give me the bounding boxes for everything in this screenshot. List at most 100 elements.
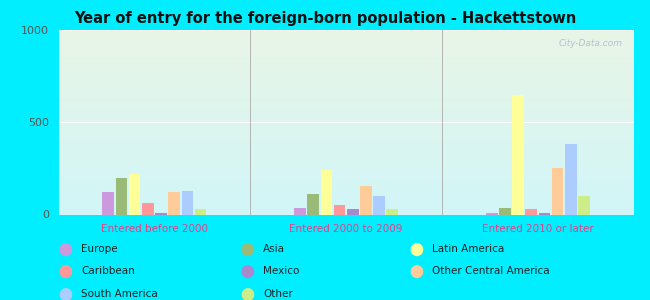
Bar: [58, 39, 634, 41]
Bar: [58, 190, 634, 192]
Bar: [58, 126, 634, 128]
Bar: [58, 70, 634, 72]
Bar: [539, 213, 551, 214]
Bar: [58, 161, 634, 163]
Bar: [58, 104, 634, 106]
Bar: [387, 209, 398, 214]
Bar: [58, 45, 634, 46]
Bar: [58, 78, 634, 80]
Bar: [58, 102, 634, 104]
Bar: [58, 141, 634, 142]
Bar: [58, 194, 634, 196]
Text: ⬤: ⬤: [58, 265, 72, 278]
Bar: [58, 159, 634, 161]
Bar: [129, 174, 140, 214]
Bar: [58, 181, 634, 183]
Bar: [373, 196, 385, 214]
Bar: [58, 209, 634, 211]
Text: Other: Other: [263, 289, 293, 299]
Bar: [58, 189, 634, 190]
Bar: [58, 122, 634, 124]
Bar: [58, 83, 634, 85]
Bar: [58, 93, 634, 94]
Bar: [142, 203, 153, 214]
Bar: [58, 135, 634, 137]
Bar: [58, 202, 634, 203]
Bar: [116, 178, 127, 214]
Bar: [58, 69, 634, 70]
Bar: [58, 207, 634, 209]
Bar: [58, 89, 634, 91]
Bar: [58, 118, 634, 120]
Bar: [58, 165, 634, 167]
Bar: [58, 96, 634, 98]
Bar: [58, 67, 634, 69]
Bar: [195, 209, 206, 214]
Bar: [58, 46, 634, 48]
Bar: [58, 187, 634, 189]
Bar: [320, 170, 332, 214]
Bar: [58, 109, 634, 111]
Bar: [499, 208, 511, 214]
Text: City-Data.com: City-Data.com: [558, 39, 622, 48]
Bar: [347, 209, 359, 214]
Bar: [58, 72, 634, 74]
Bar: [58, 85, 634, 87]
Bar: [58, 76, 634, 78]
Text: Year of entry for the foreign-born population - Hackettstown: Year of entry for the foreign-born popul…: [74, 11, 576, 26]
Bar: [58, 87, 634, 89]
Bar: [58, 148, 634, 150]
Bar: [333, 205, 345, 214]
Bar: [58, 179, 634, 181]
Bar: [58, 172, 634, 174]
Bar: [58, 168, 634, 170]
Bar: [58, 34, 634, 35]
Text: ⬤: ⬤: [409, 242, 423, 256]
Bar: [58, 43, 634, 45]
Bar: [58, 133, 634, 135]
Bar: [58, 170, 634, 172]
Bar: [58, 59, 634, 62]
Text: South America: South America: [81, 289, 158, 299]
Text: Asia: Asia: [263, 244, 285, 254]
Text: ⬤: ⬤: [58, 287, 72, 300]
Bar: [58, 192, 634, 194]
Bar: [58, 61, 634, 63]
Text: ⬤: ⬤: [409, 265, 423, 278]
Bar: [58, 48, 634, 50]
Bar: [58, 213, 634, 214]
Text: ⬤: ⬤: [240, 287, 254, 300]
Bar: [58, 174, 634, 176]
Bar: [58, 139, 634, 141]
Bar: [58, 65, 634, 67]
Bar: [58, 82, 634, 83]
Bar: [58, 205, 634, 207]
Bar: [58, 183, 634, 185]
Bar: [58, 146, 634, 148]
Bar: [58, 124, 634, 126]
Bar: [168, 192, 180, 214]
Bar: [307, 194, 319, 214]
Bar: [58, 152, 634, 154]
Bar: [58, 198, 634, 200]
Bar: [58, 106, 634, 107]
Bar: [578, 196, 590, 214]
Bar: [58, 130, 634, 131]
Bar: [58, 157, 634, 159]
Bar: [155, 213, 167, 214]
Bar: [58, 63, 634, 65]
Bar: [58, 211, 634, 213]
Bar: [58, 178, 634, 179]
Bar: [565, 144, 577, 214]
Bar: [58, 203, 634, 205]
Bar: [58, 54, 634, 56]
Bar: [58, 115, 634, 117]
Bar: [360, 186, 372, 214]
Bar: [58, 142, 634, 144]
Bar: [58, 154, 634, 155]
Bar: [58, 144, 634, 146]
Bar: [552, 168, 564, 214]
Bar: [58, 113, 634, 115]
Bar: [58, 52, 634, 54]
Bar: [58, 167, 634, 168]
